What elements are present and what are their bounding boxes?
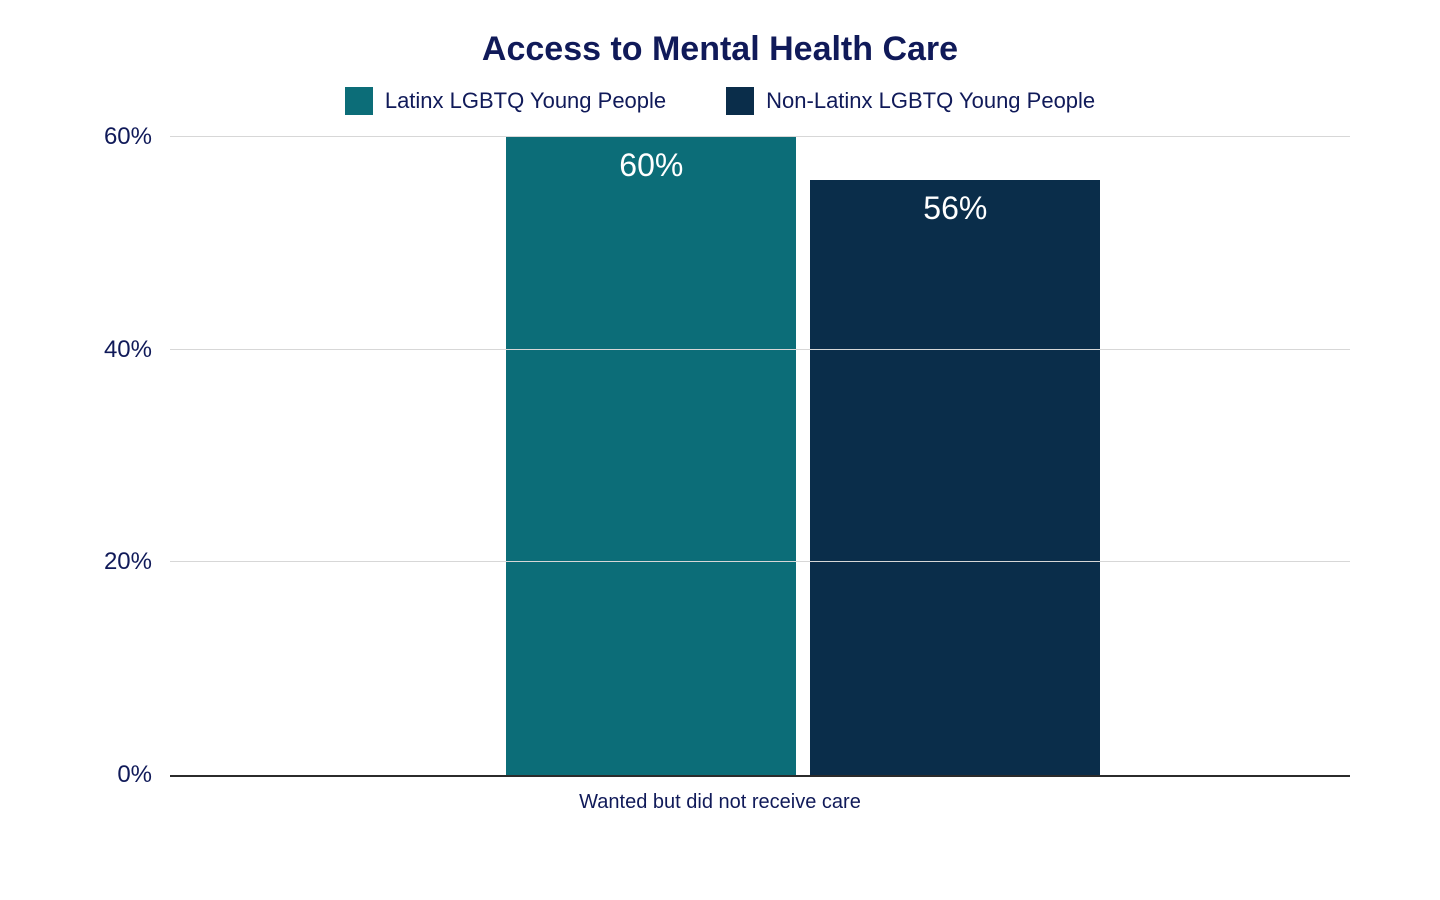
legend-label: Non-Latinx LGBTQ Young People [766,88,1095,114]
bar-group: 60% 56% [506,137,1100,775]
legend-label: Latinx LGBTQ Young People [385,88,666,114]
legend-swatch [726,87,754,115]
bar-chart: Access to Mental Health Care Latinx LGBT… [30,10,1410,890]
legend-swatch [345,87,373,115]
legend-item: Non-Latinx LGBTQ Young People [726,87,1095,115]
chart-title: Access to Mental Health Care [70,30,1370,69]
bar: 60% [506,137,796,775]
y-tick-label: 20% [104,548,170,576]
y-tick-label: 0% [117,761,170,789]
legend-item: Latinx LGBTQ Young People [345,87,666,115]
legend: Latinx LGBTQ Young People Non-Latinx LGBT… [70,87,1370,115]
y-tick-label: 60% [104,123,170,151]
x-axis-label: Wanted but did not receive care [70,791,1370,814]
bar-value-label: 60% [619,147,683,184]
bar-value-label: 56% [923,190,987,227]
gridline [170,349,1350,350]
bar: 56% [810,180,1100,775]
y-tick-label: 40% [104,336,170,364]
gridline [170,561,1350,562]
plot-area: 60%56% 0%20%40%60% [170,137,1350,777]
gridline [170,136,1350,137]
